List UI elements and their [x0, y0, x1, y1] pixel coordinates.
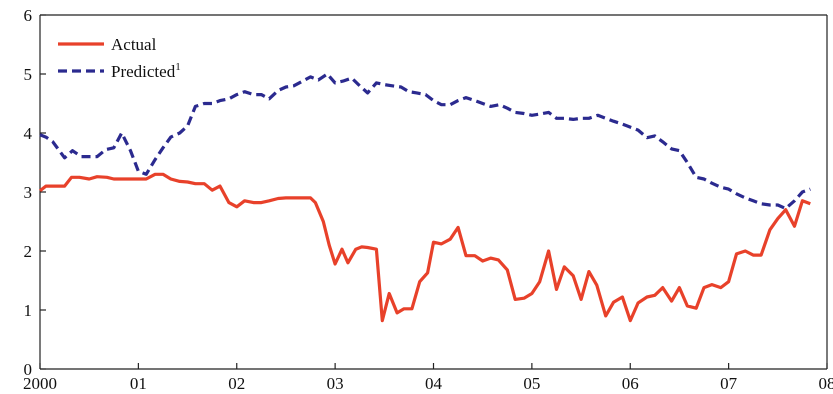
x-tick-label: 2000 — [23, 374, 57, 393]
x-tick-label: 03 — [327, 374, 344, 393]
y-tick-label: 3 — [24, 183, 33, 202]
y-tick-label: 6 — [24, 6, 33, 25]
series-line-predicted — [39, 72, 811, 211]
y-tick-label: 0 — [24, 360, 33, 379]
x-tick-label: 07 — [720, 374, 738, 393]
y-tick-label: 5 — [24, 65, 33, 84]
y-tick-label: 1 — [24, 301, 33, 320]
x-tick-label: 05 — [523, 374, 540, 393]
x-tick-label: 01 — [130, 374, 147, 393]
x-tick-label: 06 — [622, 374, 639, 393]
series-lines — [39, 72, 811, 323]
legend-label-actual: Actual — [111, 35, 157, 54]
legend-footnote-marker: 1 — [175, 61, 181, 73]
y-tick-label: 2 — [24, 242, 33, 261]
legend: Actual Predicted1 — [58, 35, 181, 81]
legend-label-predicted: Predicted1 — [111, 61, 181, 81]
y-tick-label: 4 — [24, 124, 33, 143]
x-tick-label: 02 — [228, 374, 245, 393]
series-line-actual — [39, 172, 811, 323]
x-tick-label: 08 — [819, 374, 833, 393]
x-tick-label: 04 — [425, 374, 443, 393]
